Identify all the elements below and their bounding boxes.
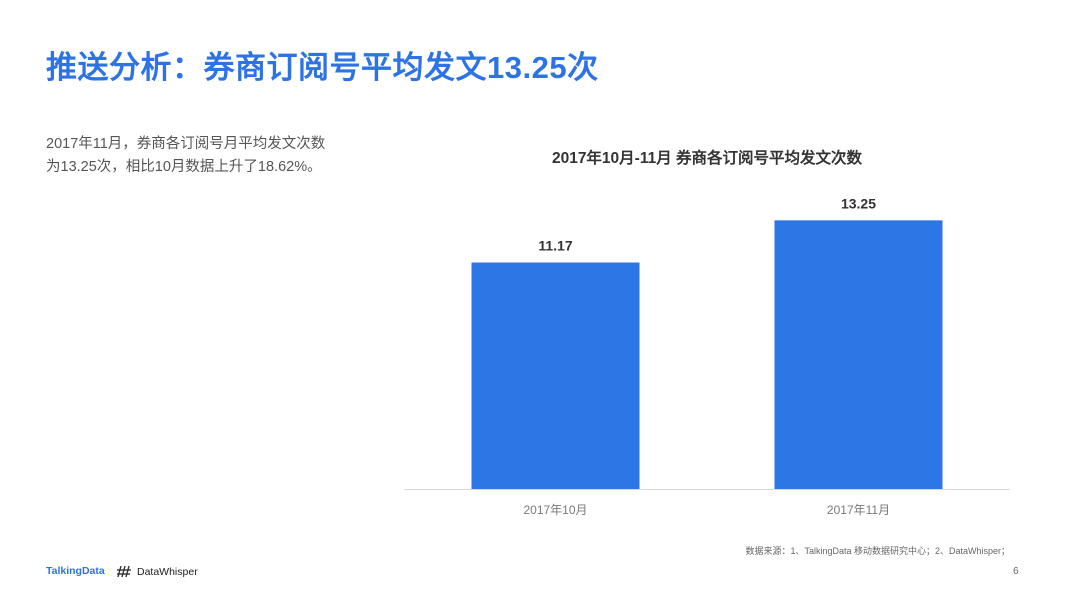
summary-line-2: 为13.25次，相比10月数据上升了18.62%。: [46, 159, 322, 175]
data-label-1: 11.17: [538, 238, 572, 254]
page-title: 推送分析：券商订阅号平均发文13.25次: [46, 50, 599, 85]
data-source-note: 数据来源：1、TalkingData 移动数据研究中心；2、DataWhispe…: [745, 546, 1010, 556]
bar-1: [471, 262, 640, 489]
chart-title: 2017年10月-11月 券商各订阅号平均发文次数: [551, 150, 863, 167]
summary-line-1: 2017年11月，券商各订阅号月平均发文次数: [46, 136, 326, 152]
talkingdata-logo: TalkingData: [46, 565, 105, 577]
bar-chart: 11.17 2017年10月 13.25 2017年11月: [404, 195, 1010, 517]
datawhisper-logo: DataWhisper: [116, 565, 198, 578]
x-tick-label-1: 2017年10月: [523, 503, 587, 517]
x-tick-label-2: 2017年11月: [827, 503, 890, 517]
page-number: 6: [1013, 566, 1019, 577]
data-label-2: 13.25: [841, 195, 876, 211]
summary-text: 2017年11月，券商各订阅号月平均发文次数 为13.25次，相比10月数据上升…: [46, 133, 376, 179]
bar-2: [774, 220, 943, 489]
datawhisper-logo-text: DataWhisper: [137, 565, 198, 578]
talkingdata-logo-text: TalkingData: [46, 565, 105, 577]
datawhisper-mark-icon: [117, 565, 131, 578]
